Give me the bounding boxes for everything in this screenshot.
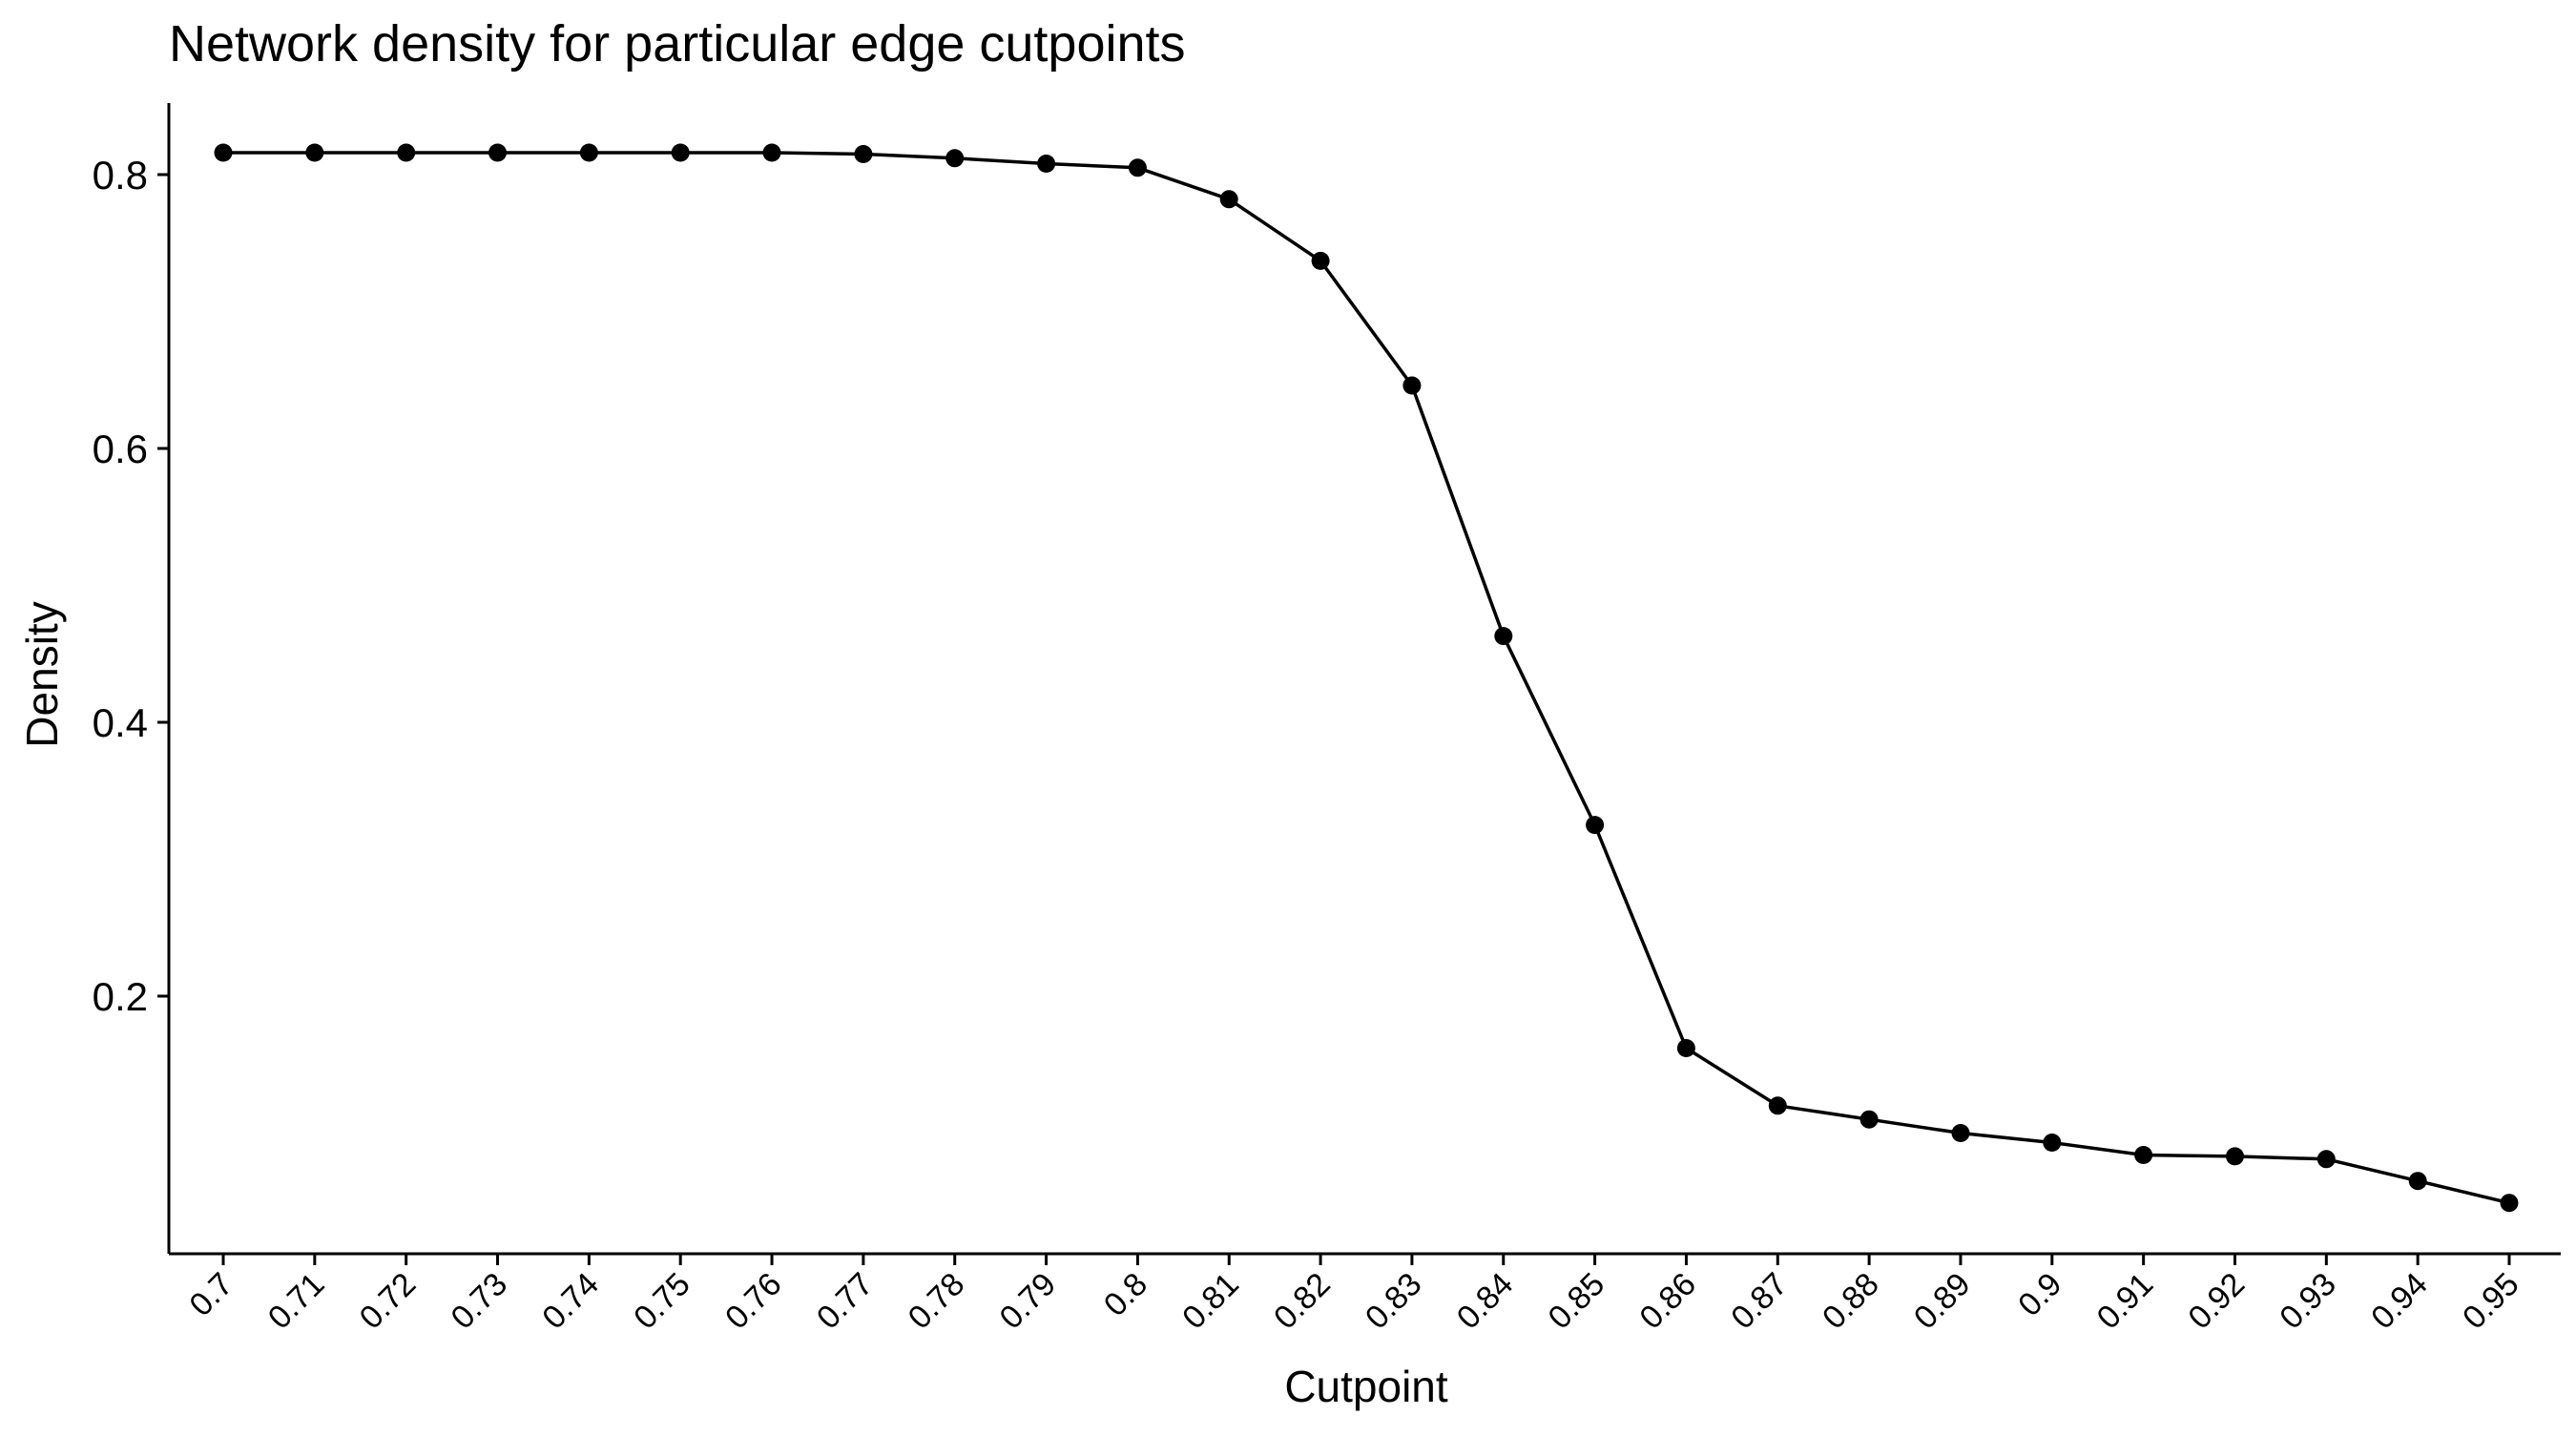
series-line xyxy=(223,151,2510,1205)
data-point xyxy=(1859,1110,1879,1129)
x-tick-label: 0.9 xyxy=(2011,1266,2068,1323)
data-point xyxy=(1402,376,1422,395)
x-tick-label: 0.8 xyxy=(1097,1266,1154,1323)
data-point xyxy=(945,149,965,168)
x-tick-label: 0.76 xyxy=(718,1266,789,1337)
data-point xyxy=(579,143,598,162)
data-point xyxy=(2408,1172,2427,1191)
data-point xyxy=(1676,1039,1695,1057)
x-tick-label: 0.91 xyxy=(2090,1266,2161,1337)
y-tick-label: 0.2 xyxy=(93,974,148,1019)
data-point xyxy=(1494,627,1513,646)
x-tick-label: 0.95 xyxy=(2456,1266,2526,1337)
x-tick-label: 0.84 xyxy=(1450,1266,1521,1337)
y-tick-label: 0.6 xyxy=(93,427,148,471)
x-tick-label: 0.92 xyxy=(2181,1266,2252,1337)
x-tick-label: 0.73 xyxy=(445,1266,515,1337)
y-tick-label: 0.8 xyxy=(93,153,148,198)
data-point xyxy=(2226,1147,2244,1166)
data-point xyxy=(1219,190,1238,209)
data-point xyxy=(397,143,416,162)
x-tick-label: 0.85 xyxy=(1542,1266,1612,1337)
x-axis-title: Cutpoint xyxy=(1284,1362,1448,1411)
series-layer xyxy=(214,143,2519,1213)
chart-title: Network density for particular edge cutp… xyxy=(169,15,1186,73)
x-tick-label: 0.77 xyxy=(810,1266,881,1337)
data-point xyxy=(2134,1146,2153,1164)
x-tick-label: 0.74 xyxy=(535,1266,606,1337)
data-point xyxy=(854,145,873,163)
x-tick-label: 0.88 xyxy=(1816,1266,1886,1337)
data-point xyxy=(1311,251,1330,270)
data-point xyxy=(1768,1096,1787,1115)
data-point xyxy=(305,143,324,162)
data-point xyxy=(1128,158,1147,177)
x-tick-label: 0.94 xyxy=(2364,1266,2435,1337)
x-tick-label: 0.87 xyxy=(1724,1266,1795,1337)
data-point xyxy=(762,143,781,162)
data-point xyxy=(1037,155,1056,173)
x-tick-label: 0.75 xyxy=(627,1266,697,1337)
x-tick-label: 0.72 xyxy=(353,1266,424,1337)
data-point xyxy=(671,143,690,162)
data-point xyxy=(488,143,507,162)
axes xyxy=(167,103,2561,1256)
data-point xyxy=(214,143,233,162)
x-tick-label: 0.81 xyxy=(1175,1266,1246,1337)
x-tick-label: 0.93 xyxy=(2273,1266,2343,1337)
y-axis-title: Density xyxy=(17,601,67,747)
data-point xyxy=(2316,1150,2336,1169)
x-tick-label: 0.86 xyxy=(1632,1266,1703,1337)
x-tick-label: 0.79 xyxy=(993,1266,1064,1337)
x-tick-label: 0.78 xyxy=(902,1266,972,1337)
x-tick-label: 0.82 xyxy=(1267,1266,1338,1337)
x-tick-label: 0.71 xyxy=(261,1266,332,1337)
axis-ticks: 0.2 0.4 0.6 0.8 0.7 0.71 0.72 0.73 0.74 0.75 0.76 0… xyxy=(93,153,2526,1336)
y-tick-label: 0.4 xyxy=(93,700,148,745)
data-point xyxy=(2043,1134,2062,1152)
data-point xyxy=(1586,816,1605,835)
data-point xyxy=(2500,1194,2519,1213)
x-tick-label: 0.89 xyxy=(1907,1266,1978,1337)
x-tick-label: 0.83 xyxy=(1359,1266,1429,1337)
x-tick-label: 0.7 xyxy=(182,1266,239,1323)
data-point xyxy=(1951,1124,1970,1142)
